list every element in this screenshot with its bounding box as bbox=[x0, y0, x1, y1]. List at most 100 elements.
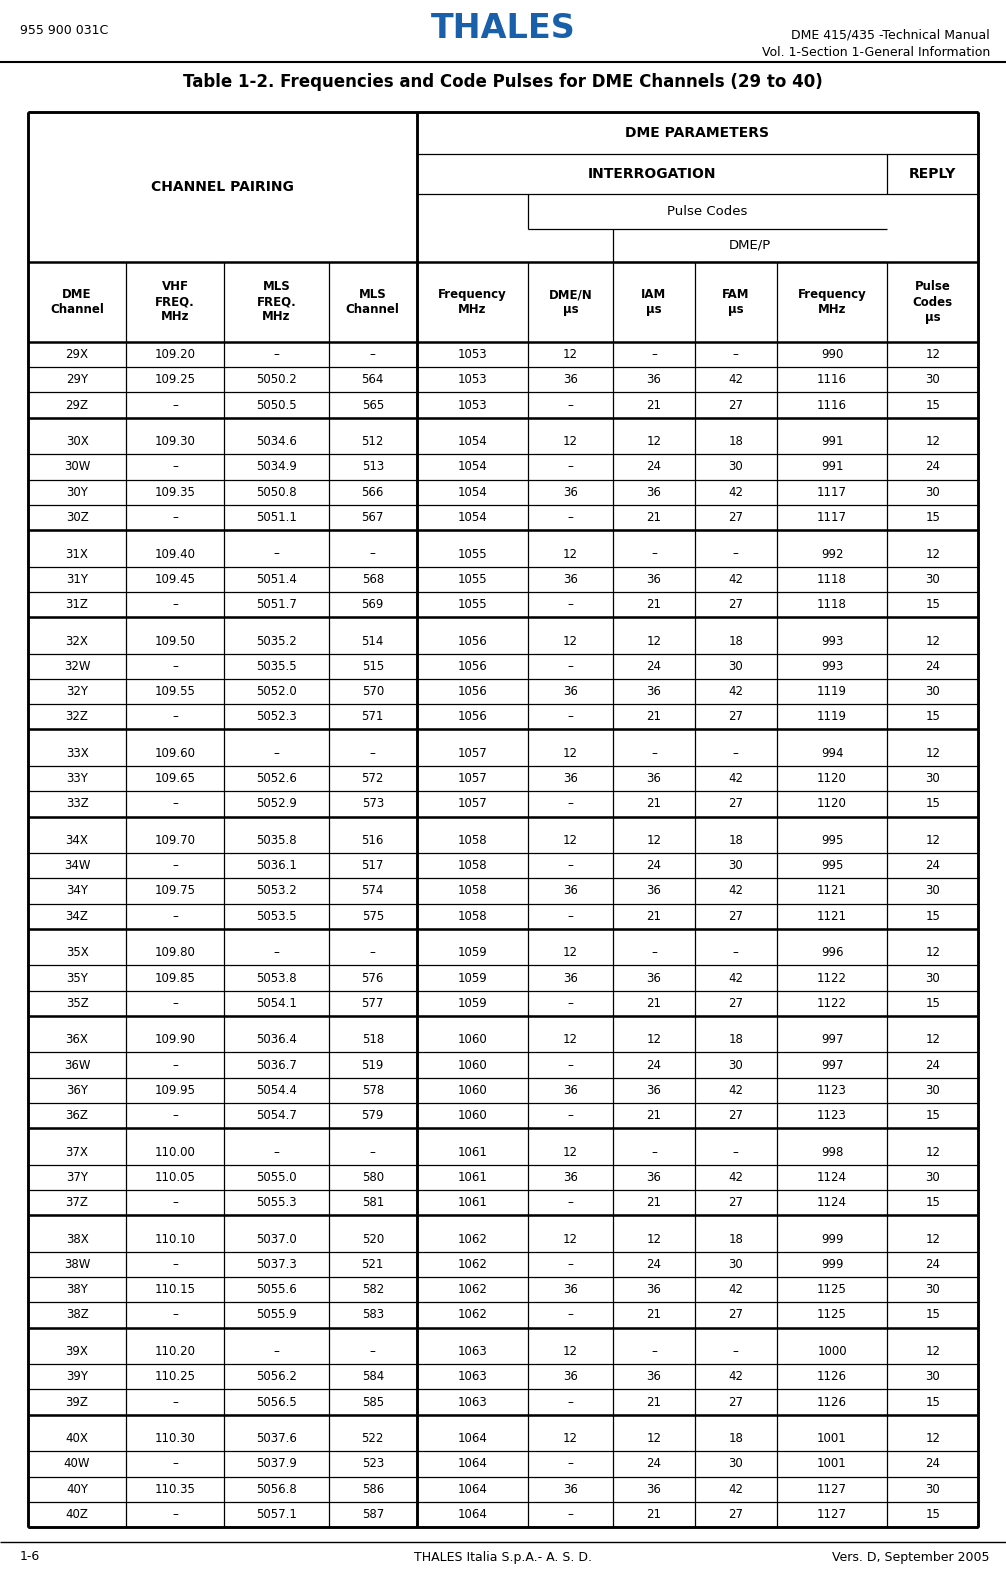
Text: 992: 992 bbox=[821, 547, 843, 561]
Text: 5050.2: 5050.2 bbox=[257, 374, 297, 387]
Text: 30Y: 30Y bbox=[66, 486, 88, 498]
Text: 109.30: 109.30 bbox=[155, 435, 195, 448]
Text: Vol. 1-Section 1-General Information: Vol. 1-Section 1-General Information bbox=[762, 46, 990, 58]
Text: 1122: 1122 bbox=[817, 997, 847, 1009]
Text: 109.95: 109.95 bbox=[155, 1083, 196, 1097]
Text: 567: 567 bbox=[361, 511, 384, 523]
Text: 30: 30 bbox=[728, 860, 743, 872]
Text: 512: 512 bbox=[361, 435, 384, 448]
Text: 36: 36 bbox=[563, 374, 577, 387]
Text: 21: 21 bbox=[647, 997, 662, 1009]
Text: 1-6: 1-6 bbox=[20, 1550, 40, 1564]
Text: 24: 24 bbox=[926, 1058, 941, 1072]
Text: 586: 586 bbox=[361, 1482, 384, 1495]
Text: 5055.9: 5055.9 bbox=[257, 1308, 297, 1322]
Text: 1064: 1064 bbox=[458, 1457, 487, 1470]
Text: 991: 991 bbox=[821, 435, 843, 448]
Text: –: – bbox=[651, 547, 657, 561]
Text: 1123: 1123 bbox=[817, 1083, 847, 1097]
Text: 1055: 1055 bbox=[458, 572, 487, 586]
Text: 36: 36 bbox=[647, 374, 661, 387]
Text: 12: 12 bbox=[562, 1432, 577, 1445]
Text: 36: 36 bbox=[647, 1171, 661, 1184]
Text: IAM
μs: IAM μs bbox=[642, 288, 667, 316]
Text: 30: 30 bbox=[728, 1058, 743, 1072]
Text: 5037.0: 5037.0 bbox=[257, 1232, 297, 1245]
Text: 15: 15 bbox=[926, 1110, 941, 1122]
Text: 1123: 1123 bbox=[817, 1110, 847, 1122]
Text: 995: 995 bbox=[821, 860, 843, 872]
Text: 36: 36 bbox=[647, 1283, 661, 1297]
Text: 1063: 1063 bbox=[458, 1371, 487, 1383]
Text: 36: 36 bbox=[563, 1482, 577, 1495]
Text: –: – bbox=[651, 1146, 657, 1159]
Text: 30: 30 bbox=[926, 1482, 940, 1495]
Text: 1116: 1116 bbox=[817, 399, 847, 412]
Text: –: – bbox=[172, 511, 178, 523]
Text: 21: 21 bbox=[647, 511, 662, 523]
Text: 31X: 31X bbox=[65, 547, 89, 561]
Text: REPLY: REPLY bbox=[909, 167, 957, 181]
Text: 1000: 1000 bbox=[817, 1346, 847, 1358]
Text: 5037.6: 5037.6 bbox=[257, 1432, 297, 1445]
Text: 5053.5: 5053.5 bbox=[257, 910, 297, 923]
Text: 12: 12 bbox=[562, 1232, 577, 1245]
Text: 1063: 1063 bbox=[458, 1396, 487, 1409]
Text: 5054.7: 5054.7 bbox=[257, 1110, 297, 1122]
Text: 42: 42 bbox=[728, 885, 743, 898]
Text: 21: 21 bbox=[647, 1308, 662, 1322]
Text: 1117: 1117 bbox=[817, 486, 847, 498]
Text: 1053: 1053 bbox=[458, 374, 487, 387]
Text: –: – bbox=[370, 946, 375, 959]
Text: 584: 584 bbox=[361, 1371, 384, 1383]
Text: 1062: 1062 bbox=[458, 1232, 487, 1245]
Text: INTERROGATION: INTERROGATION bbox=[588, 167, 716, 181]
Text: 5053.2: 5053.2 bbox=[257, 885, 297, 898]
Text: –: – bbox=[172, 1196, 178, 1209]
Text: 36: 36 bbox=[647, 772, 661, 784]
Text: 997: 997 bbox=[821, 1033, 843, 1047]
Text: 568: 568 bbox=[361, 572, 384, 586]
Text: 27: 27 bbox=[728, 1396, 743, 1409]
Text: 37Y: 37Y bbox=[66, 1171, 89, 1184]
Text: 521: 521 bbox=[361, 1258, 384, 1272]
Text: 998: 998 bbox=[821, 1146, 843, 1159]
Text: 585: 585 bbox=[362, 1396, 384, 1409]
Text: –: – bbox=[651, 747, 657, 759]
Text: 583: 583 bbox=[362, 1308, 384, 1322]
Text: 24: 24 bbox=[647, 860, 662, 872]
Text: 12: 12 bbox=[926, 1432, 941, 1445]
Text: 39Z: 39Z bbox=[65, 1396, 89, 1409]
Text: CHANNEL PAIRING: CHANNEL PAIRING bbox=[151, 181, 294, 193]
Text: 27: 27 bbox=[728, 597, 743, 612]
Text: 5050.8: 5050.8 bbox=[257, 486, 297, 498]
Text: DME
Channel: DME Channel bbox=[50, 288, 104, 316]
Text: 993: 993 bbox=[821, 660, 843, 673]
Text: 15: 15 bbox=[926, 1508, 941, 1520]
Text: 32Y: 32Y bbox=[66, 685, 89, 698]
Text: 42: 42 bbox=[728, 1283, 743, 1297]
Text: 27: 27 bbox=[728, 511, 743, 523]
Text: 565: 565 bbox=[361, 399, 384, 412]
Text: –: – bbox=[172, 1508, 178, 1520]
Text: –: – bbox=[732, 1146, 738, 1159]
Text: 12: 12 bbox=[926, 946, 941, 959]
Text: DME PARAMETERS: DME PARAMETERS bbox=[626, 126, 770, 140]
Text: 1062: 1062 bbox=[458, 1283, 487, 1297]
Text: 24: 24 bbox=[647, 1258, 662, 1272]
Text: 110.00: 110.00 bbox=[155, 1146, 195, 1159]
Text: 5035.2: 5035.2 bbox=[257, 635, 297, 648]
Text: 109.90: 109.90 bbox=[155, 1033, 196, 1047]
Text: –: – bbox=[172, 1396, 178, 1409]
Text: 24: 24 bbox=[647, 660, 662, 673]
Text: 110.05: 110.05 bbox=[155, 1171, 195, 1184]
Text: 5052.3: 5052.3 bbox=[257, 711, 297, 723]
Text: 5056.2: 5056.2 bbox=[257, 1371, 297, 1383]
Text: 24: 24 bbox=[647, 1058, 662, 1072]
Text: 42: 42 bbox=[728, 685, 743, 698]
Text: 1119: 1119 bbox=[817, 711, 847, 723]
Text: 1053: 1053 bbox=[458, 399, 487, 412]
Text: 32X: 32X bbox=[65, 635, 89, 648]
Text: 5052.9: 5052.9 bbox=[257, 797, 297, 811]
Text: 21: 21 bbox=[647, 1396, 662, 1409]
